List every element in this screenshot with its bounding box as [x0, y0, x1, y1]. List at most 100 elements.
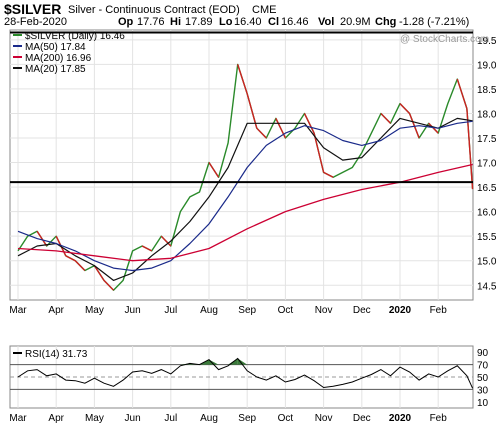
- close-down-segment: [236, 64, 248, 95]
- change-value: -1.28 (-7.21%): [399, 16, 469, 28]
- price-y-axis: 14.5 15.0 15.5 16.0 16.5 17.0 17.5 18.0 18.5 19.0…: [477, 36, 497, 292]
- close-down-segment: [246, 93, 258, 129]
- price-y-tick: 17.0: [477, 159, 497, 170]
- volume-value: 20.9M: [340, 16, 371, 28]
- rsi-x-tick: Feb: [430, 413, 448, 424]
- price-horizontal-lines: [10, 31, 473, 184]
- rsi-x-tick: Jul: [164, 413, 177, 424]
- close-down-segment: [399, 103, 411, 114]
- close-down-segment: [141, 245, 153, 252]
- legend-swatch-ma200: [13, 56, 22, 58]
- rsi-y-tick: 10: [477, 398, 489, 409]
- close-value: 16.46: [281, 16, 309, 28]
- legend-swatch-close: [13, 34, 22, 36]
- low-label: Lo: [219, 16, 233, 28]
- close-down-segment: [36, 230, 48, 247]
- legend-entry-close: $SILVER (Daily) 16.46: [25, 31, 125, 42]
- rsi-series-group: [17, 357, 474, 389]
- rsi-x-tick: Aug: [200, 413, 218, 424]
- price-x-tick: Oct: [278, 305, 294, 316]
- open-label: Op: [118, 16, 134, 28]
- legend-swatch-ma20: [13, 67, 22, 69]
- low-value: 16.40: [234, 16, 262, 28]
- legend-entry-ma200: MA(200) 16.96: [25, 53, 92, 64]
- watermark: @ StockCharts.com: [400, 34, 489, 45]
- price-x-tick: Mar: [9, 305, 27, 316]
- price-x-tick: Sep: [238, 305, 256, 316]
- legend-entry-ma20: MA(20) 17.85: [25, 64, 86, 75]
- date-label: 28-Feb-2020: [4, 16, 67, 28]
- price-x-tick: May: [85, 305, 104, 316]
- rsi-x-tick: 2020: [389, 413, 412, 424]
- close-down-segment: [93, 265, 105, 281]
- rsi-x-tick: May: [85, 413, 104, 424]
- price-x-tick: Nov: [315, 305, 333, 316]
- price-y-tick: 14.5: [477, 281, 497, 292]
- rsi-x-tick: Apr: [48, 413, 64, 424]
- close-down-segment: [65, 255, 76, 262]
- close-down-segment: [74, 260, 86, 272]
- rsi-x-tick: Nov: [315, 413, 333, 424]
- legend-swatch-ma50: [13, 45, 22, 47]
- rsi-y-tick: 70: [477, 361, 489, 372]
- price-y-tick: 16.5: [477, 183, 497, 194]
- series-line-rsi14: [17, 357, 474, 389]
- series-line-ma50: [17, 120, 473, 272]
- high-value: 17.89: [185, 16, 213, 28]
- series-line-ma20: [17, 117, 473, 281]
- price-x-tick: Apr: [48, 305, 64, 316]
- close-down-segment: [323, 171, 334, 178]
- price-x-tick: Jul: [164, 305, 177, 316]
- close-down-segment: [303, 113, 315, 134]
- price-x-tick: Dec: [353, 305, 371, 316]
- price-grid: [10, 30, 473, 300]
- rsi-y-tick: 30: [477, 385, 489, 396]
- close-label: Cl: [268, 16, 279, 28]
- description-label: Silver - Continuous Contract (EOD): [68, 4, 240, 16]
- rsi-y-tick: 90: [477, 348, 489, 359]
- close-down-segment: [313, 132, 325, 173]
- price-y-tick: 15.5: [477, 232, 497, 243]
- symbol-label: $SILVER: [4, 1, 61, 17]
- rsi-overbought-fill: [237, 358, 248, 365]
- price-y-tick: 18.5: [477, 85, 497, 96]
- price-y-tick: 19.5: [477, 36, 497, 47]
- price-y-tick: 18.0: [477, 109, 497, 120]
- close-down-segment: [103, 279, 115, 291]
- price-x-axis: Mar Apr May Jun Jul Aug Sep Oct Nov Dec 2020 Feb: [9, 305, 447, 316]
- price-x-tick: 2020: [389, 305, 412, 316]
- close-down-segment: [208, 162, 220, 178]
- close-down-segment: [428, 122, 439, 134]
- rsi-y-tick: 50: [477, 373, 489, 384]
- volume-label: Vol: [318, 16, 334, 28]
- open-value: 17.76: [137, 16, 165, 28]
- high-label: Hi: [170, 16, 181, 28]
- rsi-legend: RSI(14) 31.73: [13, 349, 88, 360]
- price-y-tick: 19.0: [477, 60, 497, 71]
- close-down-segment: [256, 127, 267, 139]
- price-x-tick: Aug: [200, 305, 218, 316]
- rsi-x-axis: Mar Apr May Jun Jul Aug Sep Oct Nov Dec 2020 Feb: [9, 413, 447, 424]
- change-label: Chg: [375, 16, 396, 28]
- rsi-x-tick: Sep: [238, 413, 256, 424]
- price-y-tick: 15.0: [477, 257, 497, 268]
- legend-swatch-rsi: [13, 352, 22, 354]
- legend-entry-ma50: MA(50) 17.84: [25, 42, 86, 53]
- rsi-overbought-fill: [209, 359, 219, 365]
- price-x-tick: Jun: [125, 305, 141, 316]
- price-y-tick: 17.5: [477, 134, 497, 145]
- price-y-tick: 16.0: [477, 208, 497, 219]
- exchange-label: CME: [252, 4, 276, 16]
- close-down-segment: [160, 235, 172, 247]
- close-down-segment: [380, 112, 391, 124]
- rsi-x-tick: Jun: [125, 413, 141, 424]
- legend-entry-rsi: RSI(14) 31.73: [25, 349, 88, 360]
- rsi-x-tick: Dec: [353, 413, 371, 424]
- rsi-x-tick: Mar: [9, 413, 27, 424]
- price-x-tick: Feb: [430, 305, 448, 316]
- rsi-x-tick: Oct: [278, 413, 294, 424]
- close-down-segment: [456, 78, 468, 109]
